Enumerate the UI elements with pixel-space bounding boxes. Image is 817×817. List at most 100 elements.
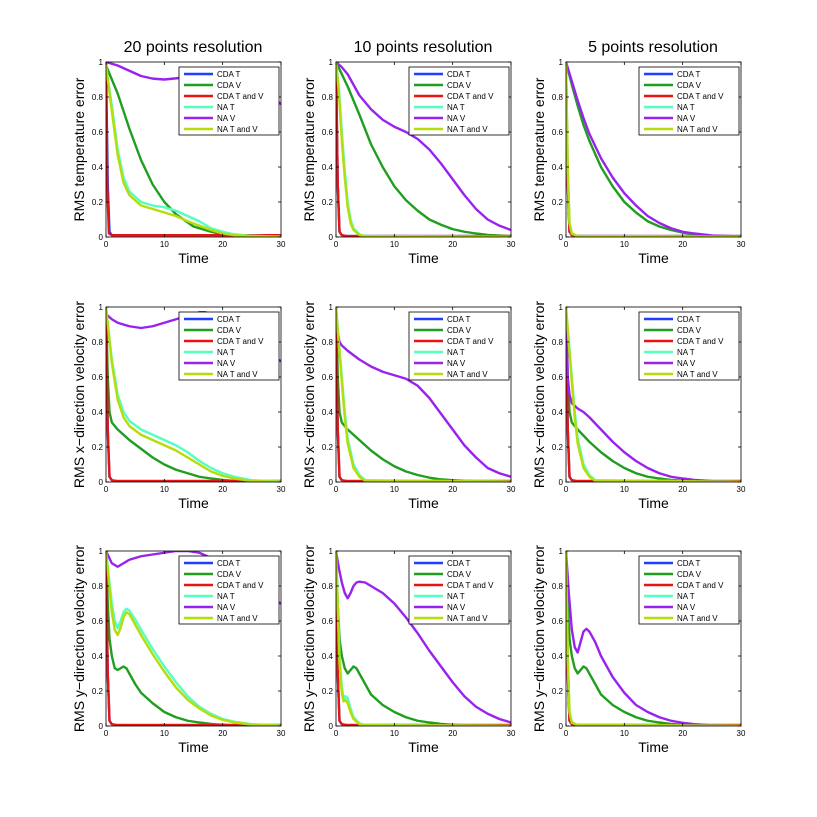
y-tick-label: 1 bbox=[329, 303, 334, 312]
x-axis-label: Time bbox=[178, 495, 209, 511]
legend-label: NA T and V bbox=[677, 125, 718, 134]
x-tick-label: 0 bbox=[334, 729, 339, 738]
column-title-2: 10 points resolution bbox=[354, 39, 493, 56]
column-title-3: 5 points resolution bbox=[588, 39, 718, 56]
x-tick-label: 20 bbox=[218, 240, 227, 249]
legend-box bbox=[638, 66, 740, 136]
legend-label: NA T bbox=[447, 348, 465, 357]
x-tick-label: 10 bbox=[620, 485, 629, 494]
series-line-na-t-and-v bbox=[106, 551, 281, 726]
legend-label: NA T bbox=[447, 103, 465, 112]
y-tick-label: 0.8 bbox=[322, 93, 334, 102]
axes-box bbox=[105, 306, 282, 483]
chart-panel-3: 0 10 20 30 0 0.2 0.4 0.6 0.8 1 Time RMS temperature… bbox=[531, 58, 746, 266]
series-line-na-t-and-v bbox=[106, 307, 281, 482]
legend-label: CDA T and V bbox=[217, 92, 264, 101]
series-line-cda-t-and-v bbox=[106, 551, 281, 726]
y-tick-label: 0.4 bbox=[92, 652, 104, 661]
y-tick-label: 0.2 bbox=[552, 198, 564, 207]
series-line-na-v bbox=[336, 551, 511, 724]
y-tick-label: 0.6 bbox=[552, 128, 564, 137]
y-tick-label: 0.2 bbox=[92, 687, 104, 696]
series-line-na-v bbox=[566, 307, 741, 482]
legend-label: NA V bbox=[677, 359, 696, 368]
legend-label: CDA V bbox=[677, 326, 702, 335]
series-line-cda-t-and-v bbox=[106, 62, 281, 237]
y-axis-label: RMS y−direction velocity error bbox=[71, 545, 87, 732]
x-tick-label: 30 bbox=[737, 240, 746, 249]
y-tick-label: 0 bbox=[329, 478, 334, 487]
legend-label: CDA T bbox=[447, 315, 471, 324]
y-axis-label: RMS x−direction velocity error bbox=[531, 301, 547, 488]
y-tick-label: 0.6 bbox=[92, 617, 104, 626]
x-tick-label: 0 bbox=[104, 729, 109, 738]
legend-label: NA V bbox=[447, 114, 466, 123]
x-tick-label: 30 bbox=[507, 240, 516, 249]
y-tick-label: 0.4 bbox=[322, 652, 334, 661]
x-tick-label: 30 bbox=[277, 485, 286, 494]
legend-label: CDA T and V bbox=[217, 581, 264, 590]
y-tick-label: 0.6 bbox=[552, 617, 564, 626]
x-tick-label: 30 bbox=[507, 485, 516, 494]
series-group bbox=[566, 307, 741, 482]
legend-box bbox=[178, 66, 280, 136]
y-tick-label: 0 bbox=[559, 722, 564, 731]
legend: CDA T CDA V CDA T and V NA T NA V NA T and V bbox=[408, 311, 510, 381]
x-tick-label: 30 bbox=[507, 729, 516, 738]
legend-label: CDA T and V bbox=[677, 92, 724, 101]
legend-label: NA T bbox=[217, 592, 235, 601]
y-tick-label: 0.8 bbox=[322, 582, 334, 591]
x-axis-label: Time bbox=[178, 739, 209, 755]
legend-label: NA V bbox=[447, 359, 466, 368]
series-line-na-v bbox=[566, 551, 741, 726]
legend-label: NA T bbox=[677, 103, 695, 112]
series-group bbox=[336, 62, 511, 237]
x-tick-label: 20 bbox=[678, 729, 687, 738]
x-tick-label: 10 bbox=[620, 729, 629, 738]
series-line-cda-v bbox=[336, 62, 511, 237]
y-tick-label: 0.6 bbox=[552, 373, 564, 382]
legend-label: CDA V bbox=[677, 570, 702, 579]
legend-label: CDA T and V bbox=[217, 337, 264, 346]
series-group bbox=[106, 307, 281, 482]
legend-label: CDA T and V bbox=[447, 92, 494, 101]
legend-label: CDA T bbox=[677, 70, 701, 79]
legend: CDA T CDA V CDA T and V NA T NA V NA T and V bbox=[178, 66, 280, 136]
y-tick-label: 1 bbox=[559, 58, 564, 67]
series-group bbox=[566, 551, 741, 726]
series-line-na-t-and-v bbox=[566, 551, 741, 726]
y-axis-label: RMS x−direction velocity error bbox=[71, 301, 87, 488]
chart-panel-7: 0 10 20 30 0 0.2 0.4 0.6 0.8 1 Time RMS y−direction… bbox=[71, 545, 286, 755]
legend-label: CDA V bbox=[677, 81, 702, 90]
y-tick-label: 0.2 bbox=[552, 443, 564, 452]
legend-label: NA T bbox=[217, 348, 235, 357]
legend-label: CDA V bbox=[447, 326, 472, 335]
y-tick-label: 0.8 bbox=[552, 93, 564, 102]
y-tick-label: 0.8 bbox=[92, 338, 104, 347]
legend: CDA T CDA V CDA T and V NA T NA V NA T and V bbox=[638, 311, 740, 381]
x-tick-label: 30 bbox=[277, 240, 286, 249]
legend-label: NA T bbox=[677, 592, 695, 601]
legend-label: CDA V bbox=[447, 570, 472, 579]
legend-label: NA V bbox=[677, 114, 696, 123]
series-line-na-t-and-v bbox=[336, 62, 511, 237]
legend-label: NA V bbox=[447, 603, 466, 612]
legend-label: NA T and V bbox=[447, 614, 488, 623]
axes-box bbox=[335, 550, 512, 727]
x-tick-label: 0 bbox=[564, 240, 569, 249]
series-group bbox=[106, 551, 281, 726]
y-tick-label: 0.6 bbox=[322, 373, 334, 382]
chart-panel-2: 0 10 20 30 0 0.2 0.4 0.6 0.8 1 Time RMS temperature… bbox=[301, 58, 516, 266]
y-tick-label: 0 bbox=[329, 722, 334, 731]
x-tick-label: 20 bbox=[218, 485, 227, 494]
x-tick-label: 20 bbox=[678, 485, 687, 494]
x-tick-label: 10 bbox=[390, 485, 399, 494]
legend-label: CDA T bbox=[447, 559, 471, 568]
x-tick-label: 20 bbox=[678, 240, 687, 249]
legend-box bbox=[408, 311, 510, 381]
legend: CDA T CDA V CDA T and V NA T NA V NA T and V bbox=[178, 311, 280, 381]
y-tick-label: 0.2 bbox=[552, 687, 564, 696]
legend-label: CDA T bbox=[447, 70, 471, 79]
y-tick-label: 0.8 bbox=[92, 582, 104, 591]
x-tick-label: 30 bbox=[737, 485, 746, 494]
